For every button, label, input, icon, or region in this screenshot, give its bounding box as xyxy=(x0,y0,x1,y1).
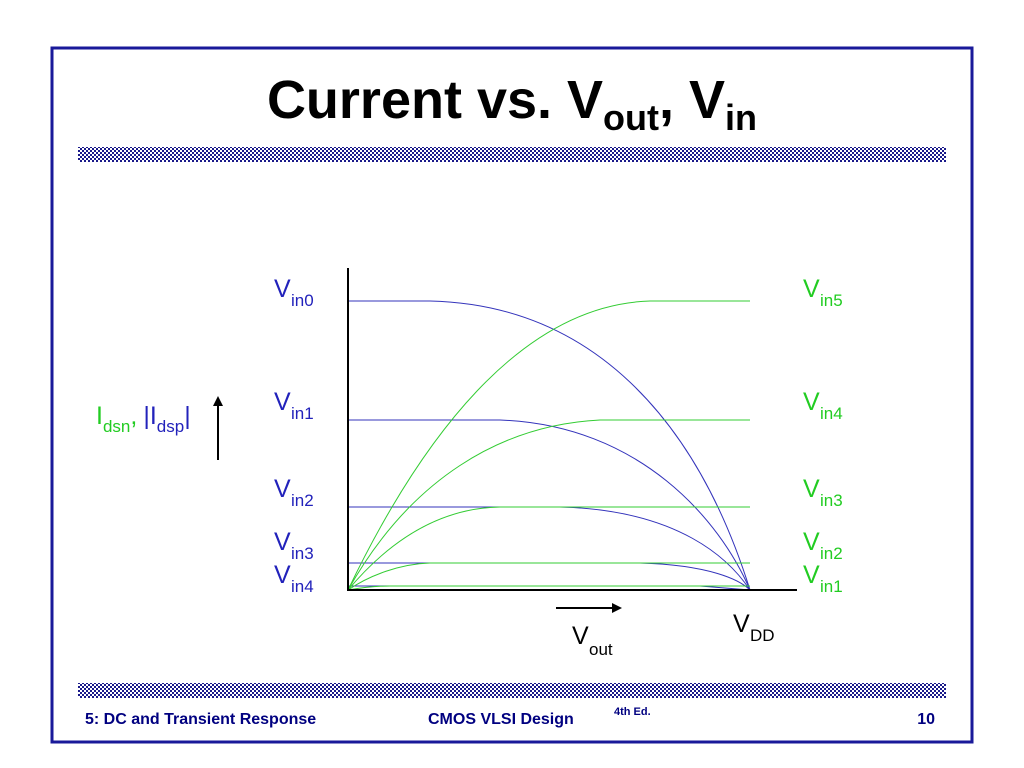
label: V xyxy=(274,528,291,556)
label-sub: in4 xyxy=(820,404,843,423)
page-number: 10 xyxy=(917,711,935,728)
divider xyxy=(78,147,946,162)
label-sub: in1 xyxy=(820,577,843,596)
curve xyxy=(347,300,750,591)
curves xyxy=(347,300,751,591)
curve xyxy=(347,506,750,591)
label-sub: in2 xyxy=(291,491,314,510)
divider xyxy=(78,683,946,698)
label: V xyxy=(803,528,820,556)
title-text: , V xyxy=(659,70,725,130)
label: | xyxy=(184,402,191,430)
vdd-label: V xyxy=(733,610,750,638)
label-sub: in5 xyxy=(820,291,843,310)
curve xyxy=(347,562,750,591)
label: V xyxy=(274,275,291,303)
title-text: Current vs. V xyxy=(267,70,603,130)
label: V xyxy=(803,388,820,416)
label: V xyxy=(803,275,820,303)
curve xyxy=(348,419,751,591)
label: |I xyxy=(143,402,156,430)
label-sub: in3 xyxy=(820,491,843,510)
curve xyxy=(348,506,751,591)
label-sub: in4 xyxy=(291,577,314,596)
x-label-sub: out xyxy=(589,640,613,659)
label: V xyxy=(803,475,820,503)
footer-left: 5: DC and Transient Response xyxy=(85,711,316,728)
label: V xyxy=(274,475,291,503)
label-sub: dsp xyxy=(157,417,184,436)
title-sub: in xyxy=(725,97,757,138)
footer-center: CMOS VLSI Design xyxy=(428,711,574,728)
curve xyxy=(348,300,751,591)
footer-edition: 4th Ed. xyxy=(614,706,651,718)
slide-frame xyxy=(50,46,974,744)
label-sub: in3 xyxy=(291,544,314,563)
label-sub: in0 xyxy=(291,291,314,310)
curve xyxy=(347,419,750,591)
label: V xyxy=(274,388,291,416)
label: V xyxy=(803,561,820,589)
title-sub: out xyxy=(603,97,659,138)
label: , xyxy=(130,402,137,430)
y-label: Idsn, |Idsp| xyxy=(96,402,191,436)
label-sub: in2 xyxy=(820,544,843,563)
label-sub: in1 xyxy=(291,404,314,423)
label-sub: dsn xyxy=(103,417,130,436)
label: I xyxy=(96,402,103,430)
vdd-label-sub: DD xyxy=(750,626,775,645)
label: V xyxy=(274,561,291,589)
x-label: V xyxy=(572,622,589,650)
slide-title: Current vs. Vout, Vin xyxy=(267,70,757,138)
